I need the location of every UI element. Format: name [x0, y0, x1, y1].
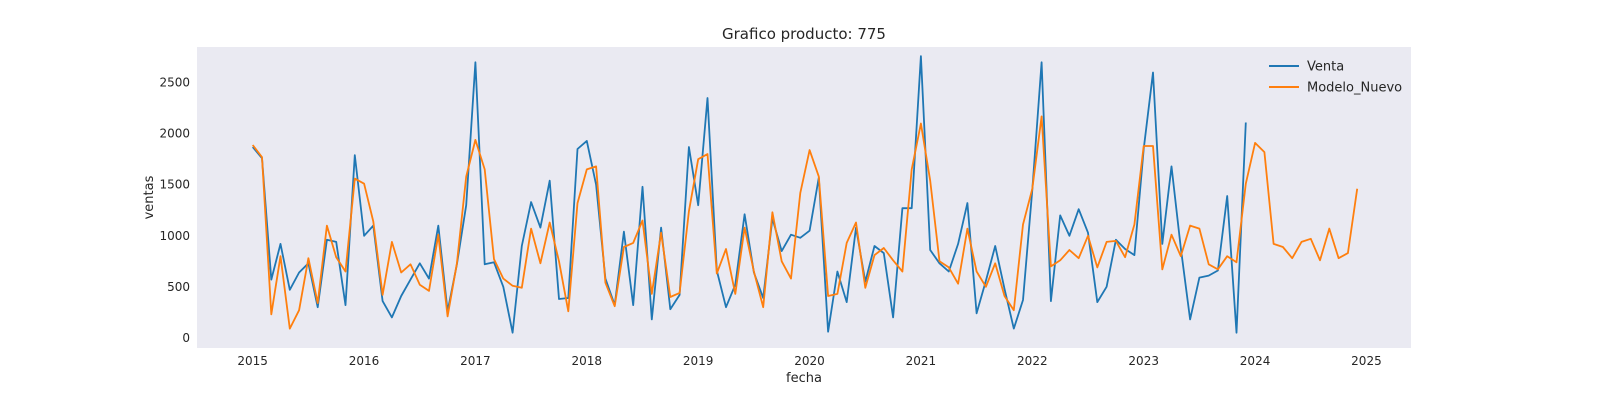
series-line-venta	[252, 55, 1247, 334]
y-tick-label: 2000	[159, 127, 190, 141]
plot-area	[197, 47, 1411, 348]
legend: Venta Modelo_Nuevo	[1269, 60, 1402, 96]
legend-label: Modelo_Nuevo	[1307, 81, 1402, 96]
x-tick-label: 2022	[1017, 354, 1048, 368]
y-tick-label: 1000	[159, 229, 190, 243]
x-axis-label: fecha	[786, 371, 822, 386]
axis-ticks: 2015 2016 2017 2018 2019 2020 2021 2022 2023 2024…	[159, 76, 1381, 368]
chart-title: Grafico producto: 775	[722, 25, 886, 43]
x-tick-label: 2023	[1128, 354, 1159, 368]
series-lines	[251, 55, 1359, 334]
x-tick-label: 2024	[1240, 354, 1271, 368]
x-tick-label: 2018	[572, 354, 603, 368]
x-tick-label: 2017	[460, 354, 491, 368]
x-tick-label: 2020	[794, 354, 825, 368]
x-tick-label: 2025	[1351, 354, 1382, 368]
y-tick-label: 1500	[159, 178, 190, 192]
x-tick-label: 2021	[906, 354, 937, 368]
y-tick-label: 0	[182, 331, 190, 345]
y-tick-label: 500	[167, 280, 190, 294]
legend-label: Venta	[1307, 60, 1344, 75]
x-tick-label: 2015	[237, 354, 268, 368]
y-tick-label: 2500	[159, 76, 190, 90]
y-axis-label: ventas	[142, 175, 157, 219]
x-tick-label: 2016	[349, 354, 380, 368]
series-line-modelo-nuevo	[251, 115, 1359, 330]
x-tick-label: 2019	[683, 354, 714, 368]
